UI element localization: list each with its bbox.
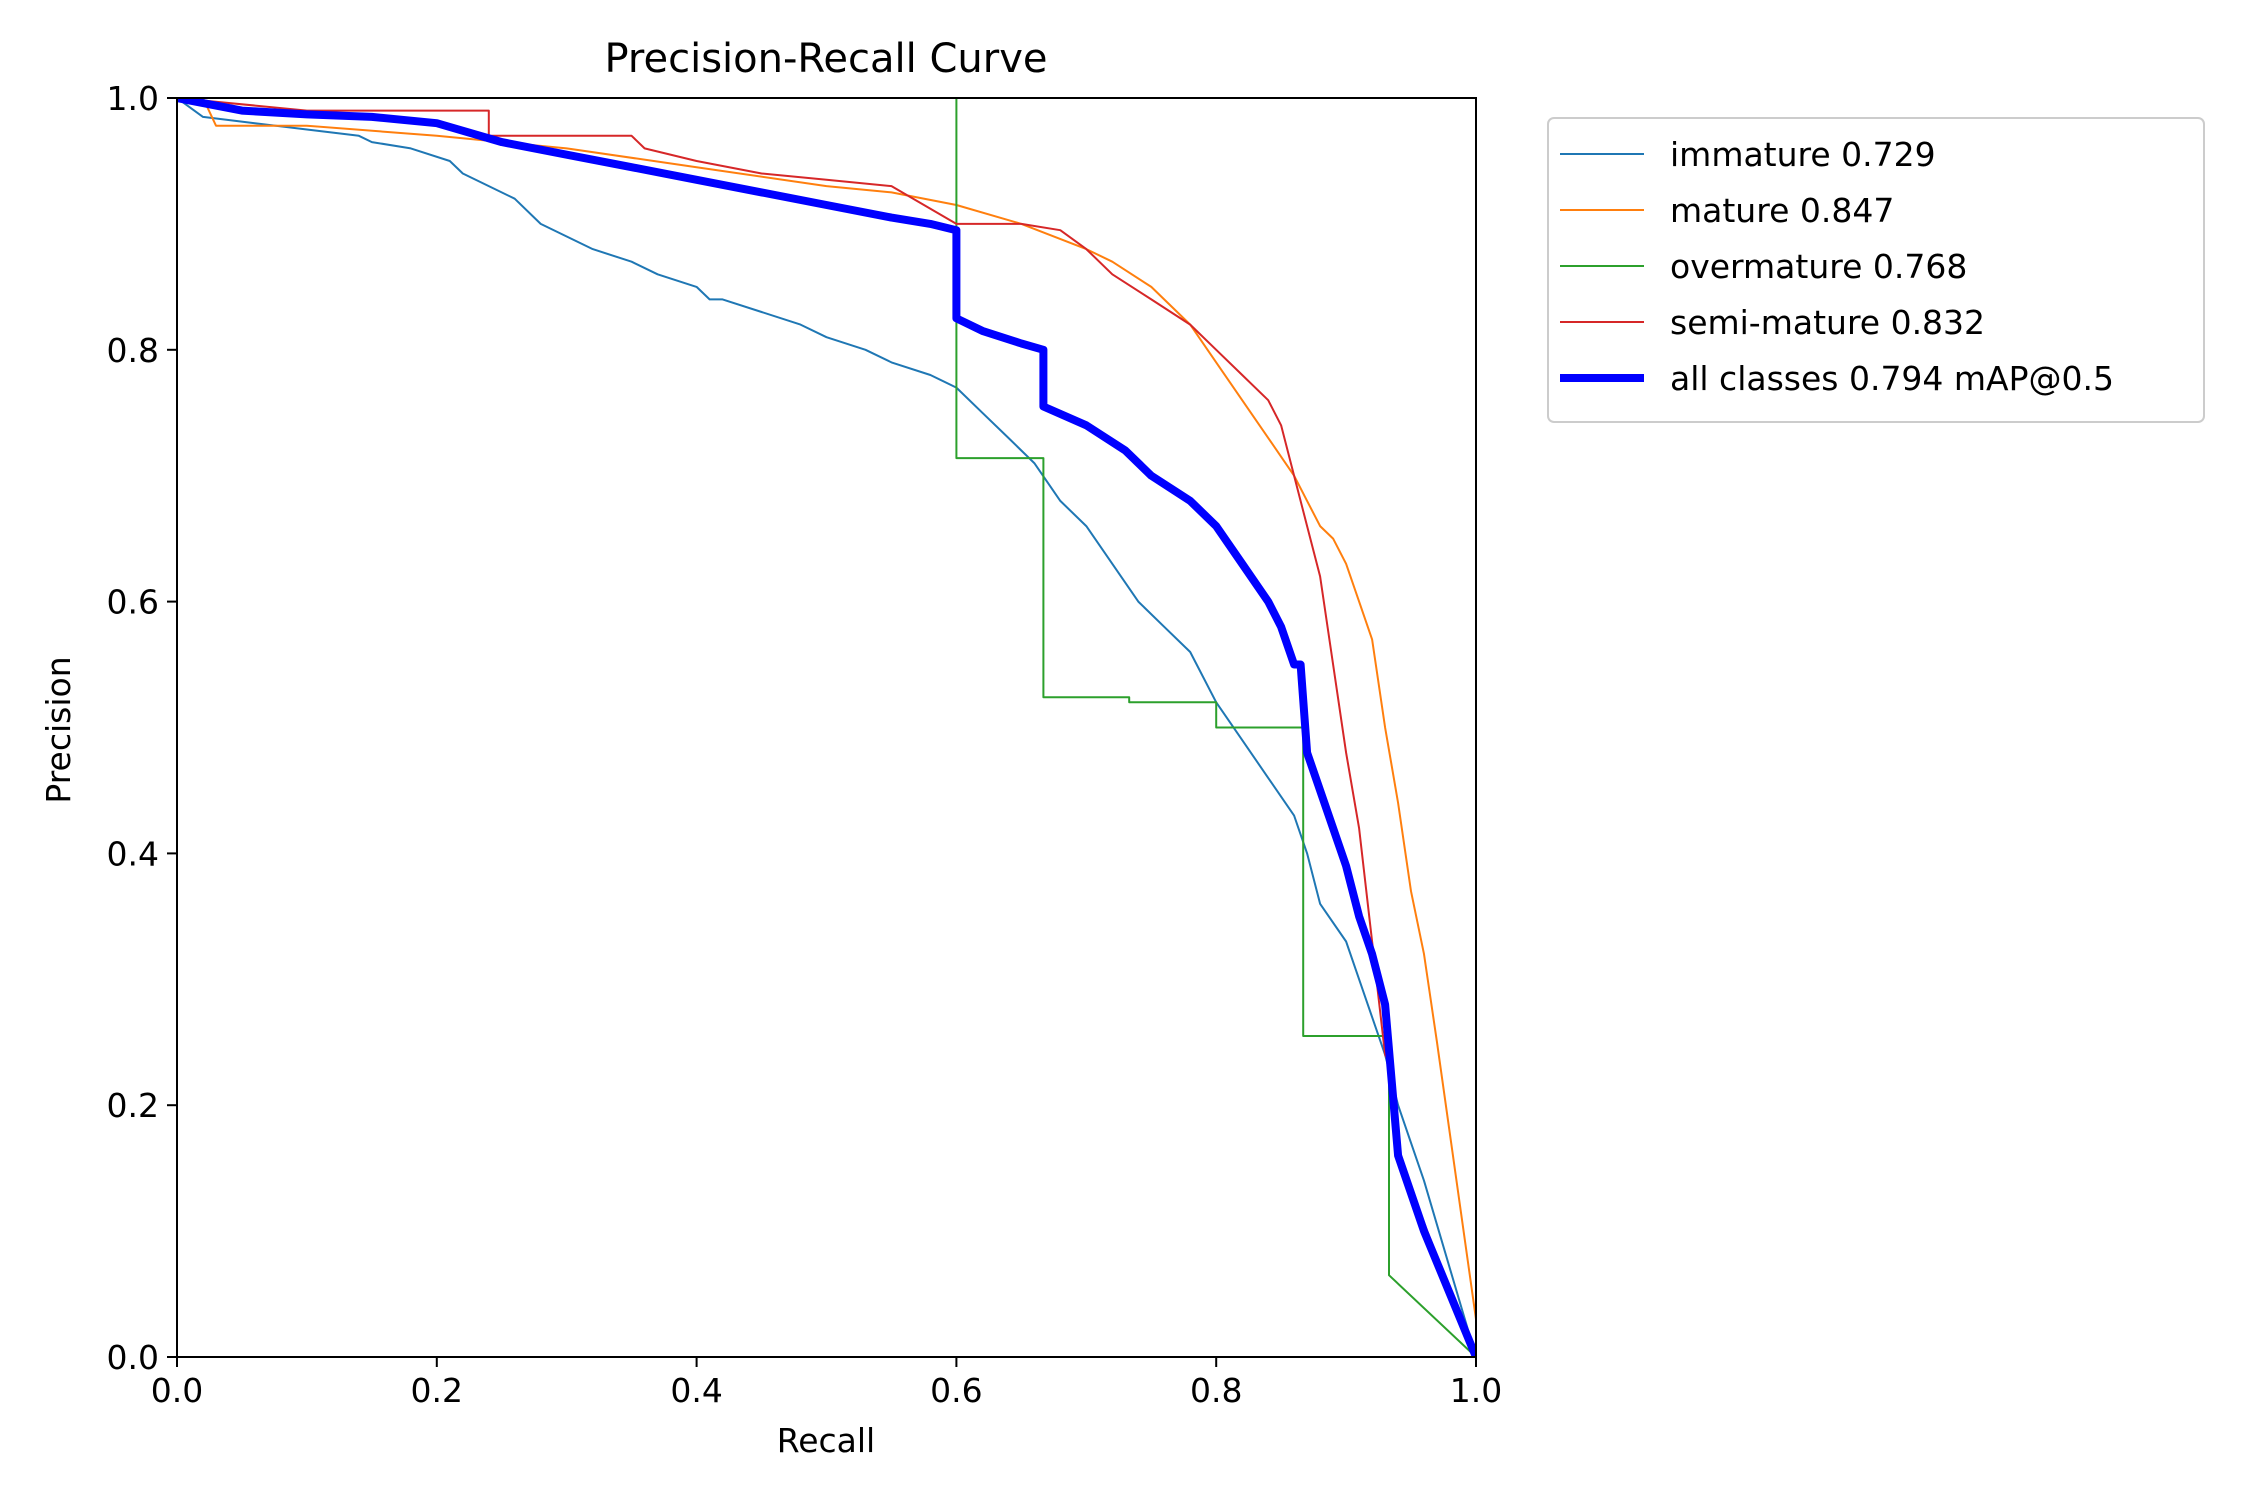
y-tick-label: 0.8 xyxy=(107,331,159,370)
x-axis-label: Recall xyxy=(777,1421,875,1460)
y-tick-label: 0.0 xyxy=(107,1338,159,1377)
series-line-5 xyxy=(177,98,1476,1357)
series-line-2 xyxy=(177,98,1476,1321)
legend-label: all classes 0.794 mAP@0.5 xyxy=(1670,359,2114,398)
x-tick-label: 0.6 xyxy=(930,1371,982,1410)
y-tick-label: 1.0 xyxy=(107,79,159,118)
legend: immature 0.729 mature 0.847 overmature 0.7… xyxy=(1547,117,2205,423)
legend-label: overmature 0.768 xyxy=(1670,247,1967,286)
y-tick-label: 0.4 xyxy=(107,834,159,873)
chart-title: Precision-Recall Curve xyxy=(605,36,1048,82)
x-tick-label: 0.4 xyxy=(670,1371,722,1410)
series-line-3 xyxy=(177,98,1476,1357)
legend-label: mature 0.847 xyxy=(1670,191,1894,230)
legend-box xyxy=(1547,117,2205,423)
axes-frame xyxy=(176,97,1477,1358)
axes: 0.0 0.2 0.4 0.6 0.8 1.0 0.0 0.2 0.4 0.6 0.8 1.0 xyxy=(107,79,1503,1410)
y-tick-label: 0.2 xyxy=(107,1086,159,1125)
series-line-1 xyxy=(177,98,1476,1357)
x-tick-label: 1.0 xyxy=(1450,1371,1502,1410)
series-line-4 xyxy=(177,98,1476,1357)
x-tick-label: 0.2 xyxy=(411,1371,463,1410)
x-tick-label: 0.8 xyxy=(1190,1371,1242,1410)
x-tick-label: 0.0 xyxy=(151,1371,203,1410)
plot-area xyxy=(177,98,1476,1357)
y-tick-label: 0.6 xyxy=(107,583,159,622)
legend-label: semi-mature 0.832 xyxy=(1670,303,1985,342)
legend-label: immature 0.729 xyxy=(1670,135,1936,174)
y-axis-label: Precision xyxy=(39,656,78,803)
